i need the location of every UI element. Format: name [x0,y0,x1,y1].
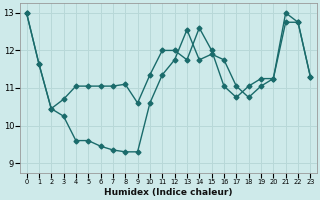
X-axis label: Humidex (Indice chaleur): Humidex (Indice chaleur) [104,188,233,197]
